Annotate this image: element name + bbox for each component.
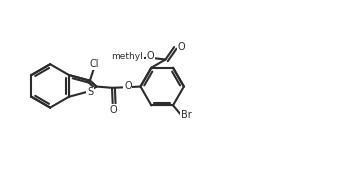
Text: O: O xyxy=(124,81,132,91)
Text: Br: Br xyxy=(181,110,192,120)
Text: Cl: Cl xyxy=(90,59,100,69)
Text: S: S xyxy=(87,88,93,97)
Text: O: O xyxy=(147,51,154,61)
Text: O: O xyxy=(109,105,117,115)
Text: O: O xyxy=(177,42,185,52)
Text: methyl: methyl xyxy=(111,52,143,61)
